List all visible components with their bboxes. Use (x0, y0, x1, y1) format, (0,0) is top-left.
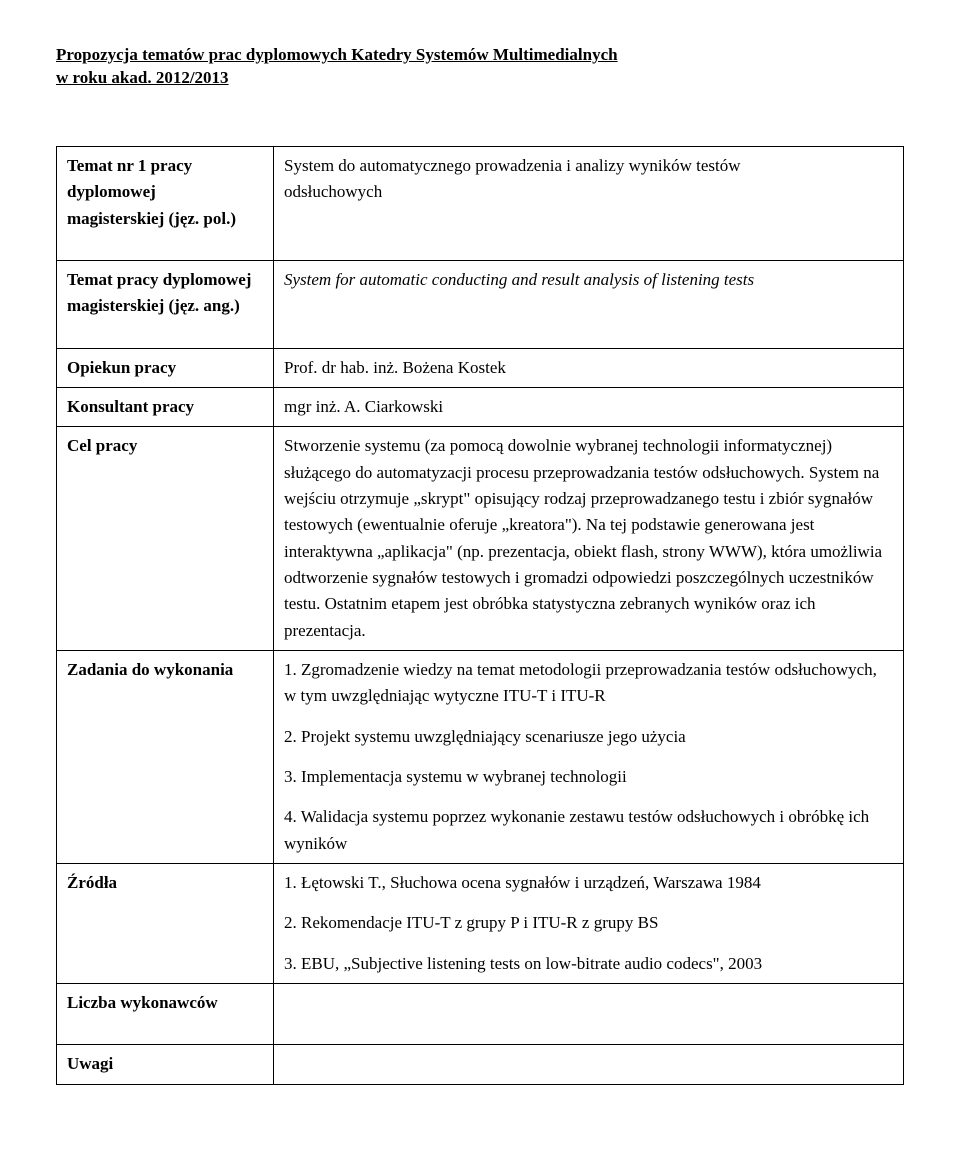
row-goal-value: Stworzenie systemu (za pomocą dowolnie w… (274, 427, 904, 651)
row-goal-label: Cel pracy (57, 427, 274, 651)
task-2: 2. Projekt systemu uwzględniający scenar… (284, 724, 893, 750)
row-topic-pl-label: Temat nr 1 pracy dyplomowej magisterskie… (57, 146, 274, 260)
row-supervisor-value: Prof. dr hab. inż. Bożena Kostek (274, 348, 904, 387)
row-notes-value (274, 1045, 904, 1084)
thesis-table: Temat nr 1 pracy dyplomowej magisterskie… (56, 146, 904, 1085)
task-3: 3. Implementacja systemu w wybranej tech… (284, 764, 893, 790)
source-2: 2. Rekomendacje ITU-T z grupy P i ITU-R … (284, 910, 893, 936)
row-count-label: Liczba wykonawców (57, 984, 274, 1045)
row-tasks-label: Zadania do wykonania (57, 651, 274, 864)
document-title: Propozycja tematów prac dyplomowych Kate… (56, 44, 904, 90)
source-3: 3. EBU, „Subjective listening tests on l… (284, 951, 893, 977)
row-topic-en-label: Temat pracy dyplomowej magisterskiej (ję… (57, 260, 274, 348)
row-tasks-value: 1. Zgromadzenie wiedzy na temat metodolo… (274, 651, 904, 864)
task-4: 4. Walidacja systemu poprzez wykonanie z… (284, 804, 893, 857)
source-1: 1. Łętowski T., Słuchowa ocena sygnałów … (284, 870, 893, 896)
row-consultant-label: Konsultant pracy (57, 387, 274, 426)
task-1: 1. Zgromadzenie wiedzy na temat metodolo… (284, 657, 893, 710)
title-line-1: Propozycja tematów prac dyplomowych Kate… (56, 44, 904, 67)
title-line-2: w roku akad. 2012/2013 (56, 67, 904, 90)
row-notes-label: Uwagi (57, 1045, 274, 1084)
row-topic-pl-value: System do automatycznego prowadzenia i a… (274, 146, 904, 260)
row-count-value (274, 984, 904, 1045)
row-supervisor-label: Opiekun pracy (57, 348, 274, 387)
row-sources-label: Źródła (57, 864, 274, 984)
row-consultant-value: mgr inż. A. Ciarkowski (274, 387, 904, 426)
row-topic-en-value: System for automatic conducting and resu… (274, 260, 904, 348)
row-sources-value: 1. Łętowski T., Słuchowa ocena sygnałów … (274, 864, 904, 984)
